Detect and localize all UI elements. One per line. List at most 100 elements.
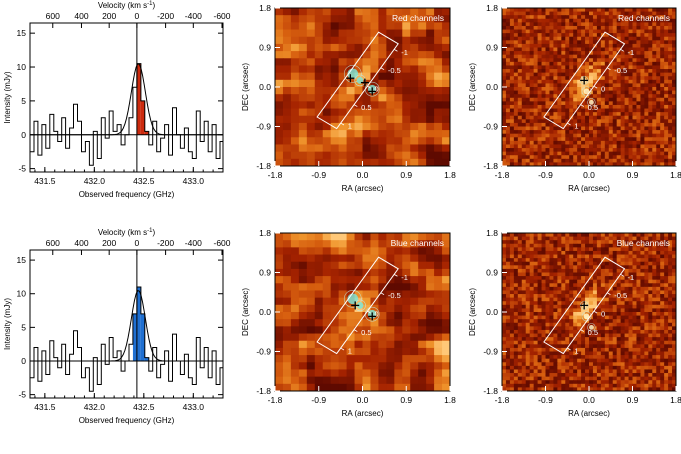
map-pixel	[581, 247, 586, 252]
map-pixel	[533, 261, 539, 266]
map-pixel	[644, 83, 649, 88]
map-pixel	[596, 137, 602, 142]
map-pixel	[513, 58, 519, 63]
map-pixel	[354, 333, 363, 342]
map-pixel	[505, 365, 511, 370]
map-pixel	[502, 11, 507, 16]
map-pixel	[660, 61, 665, 66]
map-pixel	[410, 362, 419, 370]
map-pixel	[290, 130, 300, 138]
map-pixel	[557, 304, 562, 309]
map-pixel	[541, 329, 546, 335]
map-pixel	[537, 265, 543, 270]
top-tick-label: -200	[157, 11, 174, 21]
map-pixel	[620, 101, 626, 106]
map-pixel	[648, 319, 653, 324]
map-pixel	[644, 369, 649, 374]
map-pixel	[612, 61, 618, 66]
map-pixel	[573, 250, 578, 256]
map-pixel	[608, 65, 614, 70]
map-pixel	[509, 162, 515, 166]
map-pixel	[612, 22, 618, 27]
map-pixel	[656, 319, 661, 324]
map-pixel	[620, 373, 626, 378]
map-pixel	[612, 87, 618, 92]
map-pixel	[549, 319, 554, 324]
map-pixel	[282, 144, 292, 153]
map-pixel	[573, 369, 578, 374]
map-pixel	[624, 312, 630, 317]
map-pixel	[600, 101, 606, 106]
map-pixel	[628, 43, 633, 48]
map-pixel	[569, 351, 574, 356]
map-pixel	[569, 308, 574, 313]
map-pixel	[553, 22, 558, 27]
map-pixel	[624, 329, 630, 335]
map-pixel	[370, 108, 379, 117]
map-pixel	[608, 22, 614, 27]
map-pixel	[370, 326, 379, 335]
map-pixel	[533, 355, 539, 360]
map-pixel	[644, 76, 649, 81]
map-pixel	[616, 344, 622, 349]
map-pixel	[585, 358, 590, 363]
map-pixel	[640, 61, 645, 66]
map-pixel	[573, 304, 578, 309]
map-x-tick-label: -0.9	[538, 170, 553, 180]
map-pixel	[628, 155, 633, 160]
map-pixel	[589, 76, 594, 81]
map-pixel	[533, 97, 539, 102]
map-pixel	[505, 144, 511, 149]
map-pixel	[660, 40, 665, 45]
map-pixel	[434, 362, 443, 370]
map-pixel	[616, 279, 622, 284]
map-pixel	[569, 72, 574, 77]
map-pixel	[600, 369, 606, 374]
map-pixel	[656, 340, 661, 345]
map-pixel	[521, 22, 527, 27]
map-pixel	[608, 15, 614, 20]
map-pixel	[616, 51, 622, 56]
map-pixel	[322, 376, 332, 385]
map-pixel	[537, 87, 543, 92]
map-pixel	[306, 144, 316, 153]
map-pixel	[517, 83, 523, 88]
map-pixel	[322, 15, 332, 23]
map-pixel	[502, 276, 507, 281]
map-pixel	[330, 94, 340, 102]
map-pixel	[505, 69, 511, 74]
map-pixel	[402, 376, 411, 385]
map-pixel	[545, 36, 550, 41]
map-pixel	[628, 290, 633, 295]
map-pixel	[565, 265, 570, 270]
map-pixel	[541, 308, 546, 313]
map-pixel	[640, 87, 645, 92]
map-pixel	[596, 240, 602, 245]
map-pixel	[569, 104, 574, 110]
map-pixel	[592, 58, 598, 63]
map-pixel	[648, 337, 653, 342]
map-pixel	[656, 79, 661, 84]
map-pixel	[585, 33, 590, 38]
map-pixel	[660, 155, 665, 160]
map-pixel	[330, 29, 340, 38]
map-pixel	[640, 283, 645, 288]
map-pixel	[549, 140, 554, 145]
map-pixel	[537, 140, 543, 145]
map-pixel	[628, 133, 633, 138]
map-pixel	[529, 137, 535, 142]
map-pixel	[577, 340, 582, 345]
map-pixel	[502, 297, 507, 302]
map-pixel	[354, 22, 363, 31]
map-pixel	[322, 122, 332, 131]
map-pixel	[644, 272, 649, 277]
map-pixel	[509, 112, 515, 117]
map-pixel	[632, 376, 637, 381]
map-pixel	[426, 304, 435, 313]
map-pixel	[330, 312, 340, 320]
map-pixel	[521, 333, 527, 338]
map-pixel	[537, 83, 543, 88]
map-pixel	[306, 376, 316, 385]
map-pixel	[537, 233, 543, 238]
